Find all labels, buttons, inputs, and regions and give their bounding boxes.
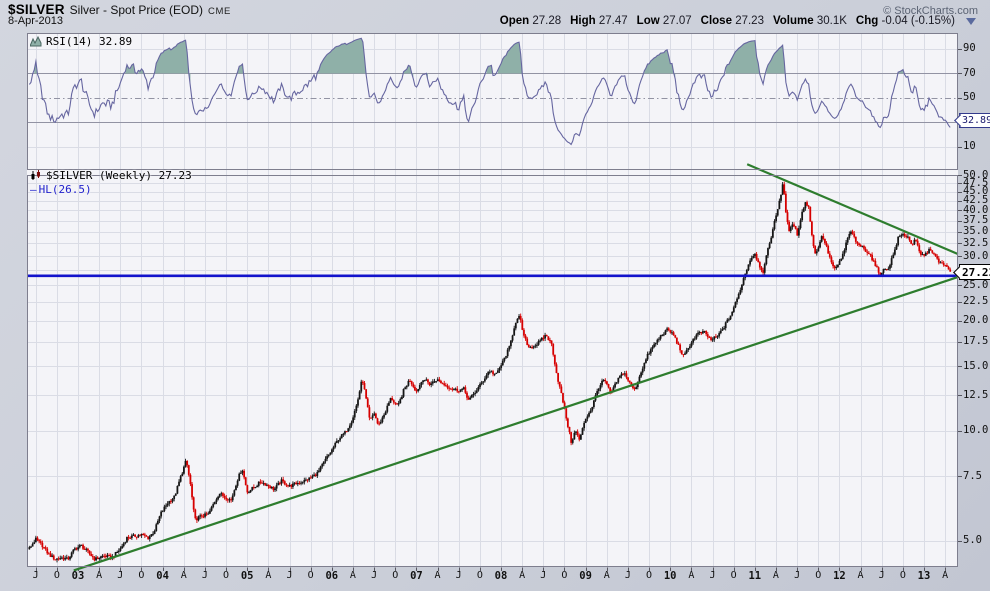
price-current-tag: 27.23 xyxy=(953,264,990,280)
x-axis-label: O xyxy=(307,570,314,581)
y-axis-label: 37.5 xyxy=(963,214,989,227)
x-axis-label: 05 xyxy=(240,570,254,582)
x-axis-label: O xyxy=(646,570,653,581)
x-axis-label: J xyxy=(540,570,547,581)
x-axis-label: A xyxy=(349,570,356,581)
candlestick-icon xyxy=(31,170,40,180)
y-axis-label: 35.0 xyxy=(963,225,989,238)
x-axis-label: O xyxy=(561,570,568,581)
x-axis-label: 10 xyxy=(663,570,677,582)
x-axis-label: O xyxy=(730,570,737,581)
x-axis-label: A xyxy=(96,570,103,581)
x-axis-label: A xyxy=(603,570,610,581)
rsi-indicator-icon xyxy=(30,36,42,47)
y-axis-label: 5.0 xyxy=(963,534,982,547)
x-axis-label: A xyxy=(942,570,949,581)
x-axis-label: 04 xyxy=(156,570,169,582)
y-axis-label: 22.5 xyxy=(963,295,989,308)
rsi-axis-label: 10 xyxy=(963,140,976,153)
y-axis-label: 12.5 xyxy=(963,388,989,401)
x-axis-label: O xyxy=(899,570,906,581)
x-axis-label: O xyxy=(815,570,822,581)
x-axis-label: 13 xyxy=(917,570,931,582)
x-axis-label: J xyxy=(455,570,462,581)
x-axis-label: J xyxy=(201,570,208,581)
y-axis-label: 42.5 xyxy=(963,194,989,207)
rsi-legend: RSI(14) 32.89 xyxy=(30,35,132,48)
x-axis-label: A xyxy=(434,570,441,581)
y-axis-label: 15.0 xyxy=(963,359,989,372)
x-axis-label: O xyxy=(223,570,230,581)
x-axis-label: J xyxy=(286,570,293,581)
price-legend: $SILVER (Weekly) 27.23 xyxy=(30,169,192,182)
rsi-legend-label: RSI(14) 32.89 xyxy=(46,35,133,48)
y-axis-label: 17.5 xyxy=(963,335,989,348)
x-axis-label: A xyxy=(857,570,864,581)
hl-line-swatch: — xyxy=(30,183,37,196)
x-axis-label: J xyxy=(371,570,378,581)
x-axis-label: J xyxy=(32,570,39,581)
x-axis-label: J xyxy=(878,570,885,581)
x-axis-label: 09 xyxy=(579,570,592,582)
rsi-axis-label: 50 xyxy=(963,91,976,104)
x-axis-label: O xyxy=(138,570,145,581)
x-axis-label: 12 xyxy=(833,570,846,582)
y-axis-label: 7.5 xyxy=(963,469,982,482)
y-axis-label: 50.0 xyxy=(963,168,989,181)
x-axis-label: O xyxy=(476,570,483,581)
y-axis-label: 30.0 xyxy=(963,249,989,262)
x-axis-label: 06 xyxy=(325,570,339,582)
overlay-legend-label: HL(26.5) xyxy=(38,183,92,196)
y-axis-label: 40.0 xyxy=(963,203,989,216)
x-axis-label: J xyxy=(624,570,631,581)
y-axis-label: 20.0 xyxy=(963,314,989,327)
x-axis-label: A xyxy=(180,570,187,581)
overlay-legend: — HL(26.5) xyxy=(30,183,92,196)
y-axis-label: 47.5 xyxy=(963,176,989,189)
x-axis-label: A xyxy=(265,570,272,581)
x-axis-label: O xyxy=(53,570,60,581)
price-legend-label: $SILVER (Weekly) 27.23 xyxy=(46,169,192,182)
x-axis-label: 03 xyxy=(71,570,85,582)
x-axis-label: A xyxy=(772,570,779,581)
x-axis-label: A xyxy=(688,570,695,581)
x-axis-label: 07 xyxy=(410,570,423,582)
x-axis-label: J xyxy=(117,570,124,581)
x-axis-label: 11 xyxy=(748,570,762,582)
x-axis-label: 08 xyxy=(494,570,508,582)
y-axis-label: 25.0 xyxy=(963,278,989,291)
y-axis-label: 32.5 xyxy=(963,236,989,249)
rsi-axis-label: 90 xyxy=(963,42,976,55)
rsi-axis-label: 70 xyxy=(963,66,976,79)
x-axis-label: J xyxy=(794,570,801,581)
rsi-current-tag: 32.89 xyxy=(953,113,990,128)
x-axis-label: A xyxy=(519,570,526,581)
y-axis-label: 10.0 xyxy=(963,424,989,437)
x-axis-label: O xyxy=(392,570,399,581)
x-axis-label: J xyxy=(709,570,716,581)
y-axis-label: 45.0 xyxy=(963,185,989,198)
